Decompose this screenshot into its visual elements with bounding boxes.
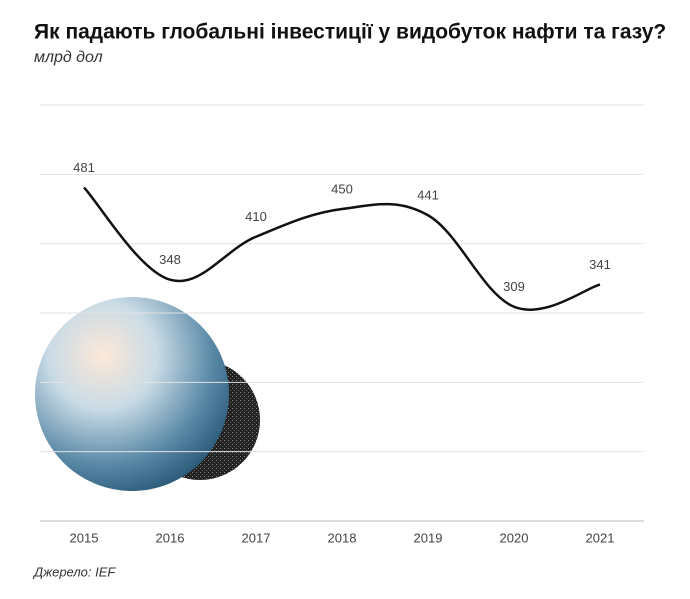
x-tick-label: 2016 — [156, 530, 185, 545]
x-tick-label: 2019 — [414, 530, 443, 545]
x-tick-label: 2020 — [500, 530, 529, 545]
data-label: 441 — [417, 188, 439, 203]
chart-title: Як падають глобальні інвестиції у видобу… — [34, 21, 666, 44]
decor-photo — [35, 297, 229, 491]
chart-subtitle: млрд дол — [34, 49, 103, 66]
data-label: 450 — [331, 181, 353, 196]
x-tick-label: 2017 — [242, 530, 271, 545]
decorative-image — [35, 297, 260, 491]
x-tick-label: 2021 — [586, 530, 615, 545]
data-label: 309 — [503, 279, 525, 294]
line — [83, 186, 601, 311]
data-label: 410 — [245, 209, 267, 224]
source: Джерело: IEF — [32, 564, 116, 579]
x-tick-label: 2015 — [70, 530, 99, 545]
data-label: 341 — [589, 257, 611, 272]
data-label: 348 — [159, 252, 181, 267]
x-tick-label: 2018 — [328, 530, 357, 545]
data-label: 481 — [73, 160, 95, 175]
